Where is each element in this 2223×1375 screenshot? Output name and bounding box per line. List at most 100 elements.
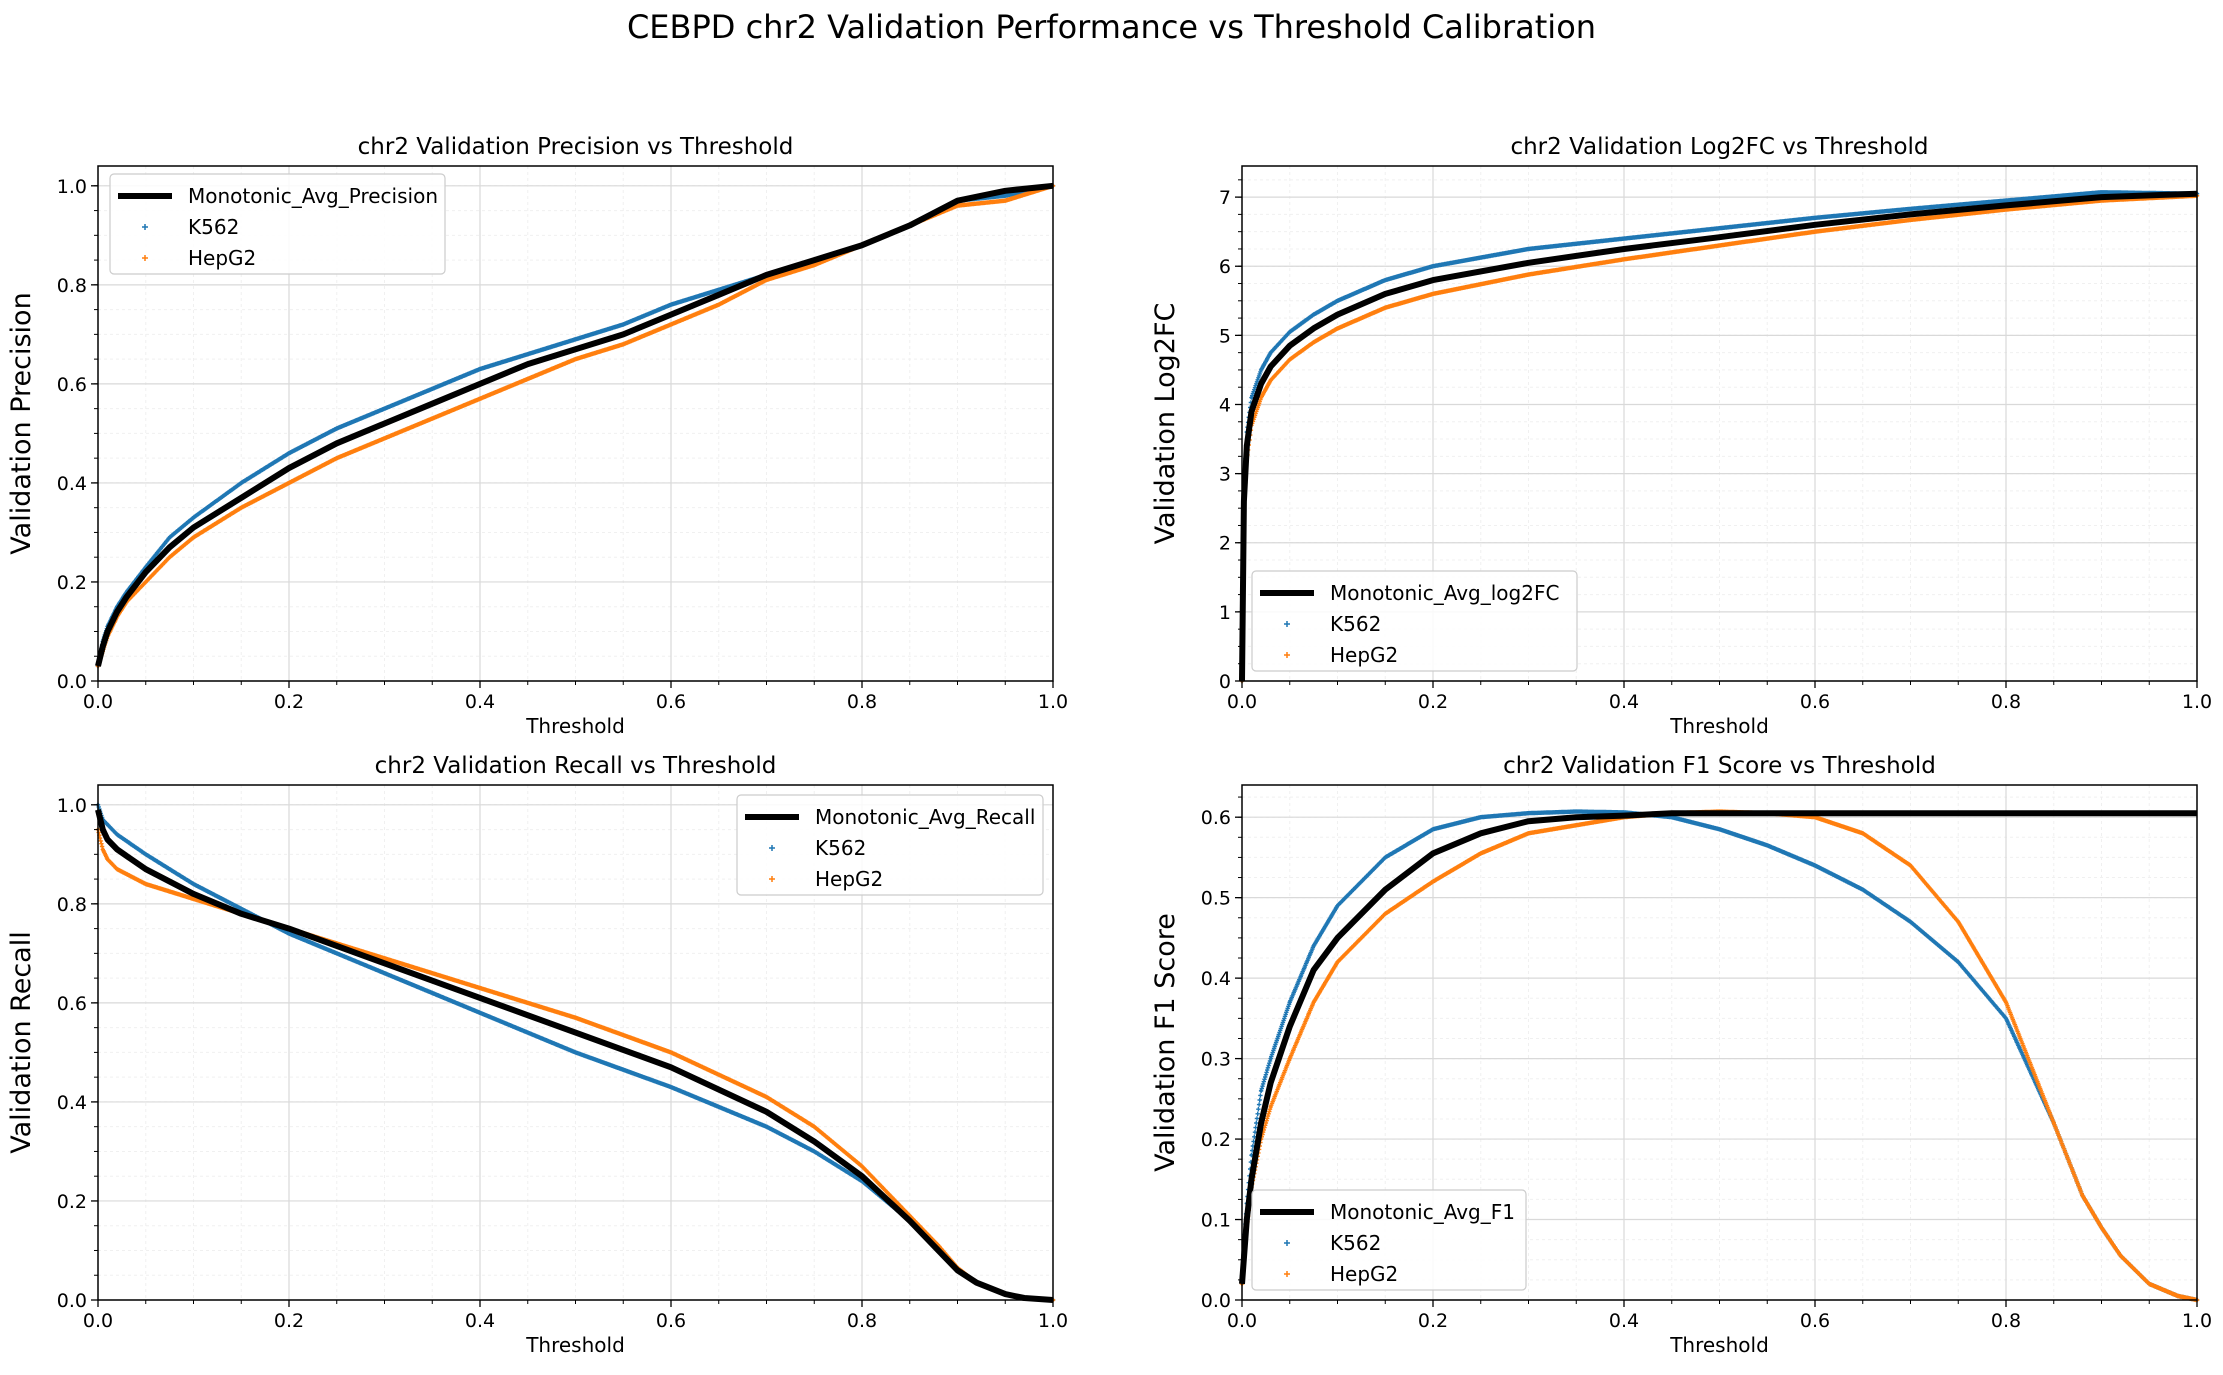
x-tick-label: 0.4 — [465, 691, 495, 713]
data-point — [812, 263, 816, 267]
x-tick-label: 0.6 — [1800, 691, 1830, 713]
y-axis-label: Validation Log2FC — [1150, 303, 1181, 545]
data-point — [191, 882, 196, 886]
data-point — [430, 416, 434, 421]
data-point — [1288, 1000, 1292, 1004]
y-tick-label: 0.6 — [57, 374, 87, 396]
data-point — [764, 1095, 769, 1099]
data-point — [1312, 944, 1316, 948]
legend-swatch-marker — [769, 845, 775, 851]
legend-swatch-marker — [142, 255, 148, 261]
data-point — [239, 506, 243, 510]
legend-box — [1251, 570, 1578, 672]
legend-label: HepG2 — [1330, 643, 1398, 667]
data-point — [1259, 395, 1263, 400]
chart-title: chr2 Validation Precision vs Threshold — [358, 134, 794, 160]
data-point — [191, 535, 196, 539]
x-tick-label: 0.0 — [1227, 691, 1257, 713]
legend-swatch-marker — [1284, 652, 1290, 658]
data-point — [287, 481, 291, 485]
data-point — [1312, 1000, 1316, 1004]
legend-label: K562 — [1330, 612, 1381, 636]
x-tick-label: 0.4 — [465, 1310, 495, 1332]
x-tick-label: 0.0 — [83, 1310, 113, 1332]
y-tick-label: 0.4 — [1201, 968, 1231, 990]
y-tick-label: 0.2 — [57, 572, 87, 594]
data-point — [812, 1125, 816, 1129]
data-point — [717, 303, 721, 307]
y-tick-label: 0.0 — [57, 1290, 87, 1312]
data-point — [669, 1050, 673, 1055]
y-tick-label: 1 — [1219, 602, 1231, 624]
data-point — [1717, 226, 1722, 230]
y-tick-label: 4 — [1219, 394, 1231, 416]
data-point — [2176, 1294, 2180, 1298]
y-axis-label: Validation Precision — [6, 292, 37, 554]
data-point — [1908, 920, 1913, 924]
x-tick-label: 1.0 — [1038, 691, 1068, 713]
figure-title: CEBPD chr2 Validation Performance vs Thr… — [626, 8, 1597, 46]
data-point — [2004, 1016, 2008, 1020]
data-point — [1383, 855, 1387, 860]
data-point — [1717, 827, 1722, 831]
series-line-monotonic_avg_recall — [95, 809, 1054, 1303]
data-point — [101, 847, 105, 851]
x-axis-label: Threshold — [1669, 714, 1769, 738]
legend: Monotonic_Avg_log2FC K562 HepG2 — [1251, 570, 1578, 672]
series-hepg2 — [1239, 193, 2200, 684]
y-tick-label: 0.6 — [57, 993, 87, 1015]
data-point — [382, 971, 387, 975]
data-point — [1431, 292, 1435, 296]
y-tick-label: 6 — [1219, 256, 1231, 278]
x-tick-label: 1.0 — [1038, 1310, 1068, 1332]
data-point — [1431, 264, 1435, 268]
y-tick-label: 5 — [1219, 325, 1231, 347]
f1-chart: 0.0 0.2 0.4 0.6 0.8 1.0 0.0 0.1 0.2 0.3 0.4 0.5 0.6 c… — [1150, 753, 2212, 1357]
data-point — [1335, 904, 1340, 908]
y-tick-label: 0.1 — [1201, 1210, 1231, 1232]
data-point — [1956, 960, 1960, 964]
x-axis-label: Threshold — [1669, 1333, 1769, 1357]
data-point — [382, 407, 387, 411]
data-point — [2119, 1254, 2123, 1258]
data-point — [1622, 236, 1626, 241]
data-point — [430, 387, 434, 391]
x-tick-label: 0.6 — [656, 1310, 686, 1332]
data-point — [1526, 831, 1531, 835]
x-tick-label: 0.6 — [1800, 1310, 1830, 1332]
x-tick-label: 0.8 — [1991, 1310, 2021, 1332]
data-point — [2004, 198, 2008, 203]
log2fc-chart: 0.0 0.2 0.4 0.6 0.8 1.0 0 1 2 3 4 5 6 7 chr2 Validatio… — [1150, 134, 2212, 738]
y-tick-label: 0.8 — [57, 275, 87, 297]
x-axis-label: Threshold — [525, 714, 625, 738]
data-point — [1765, 843, 1769, 847]
data-point — [1312, 340, 1316, 344]
y-tick-label: 0.4 — [57, 473, 87, 495]
data-point — [1269, 378, 1273, 382]
data-point — [1269, 1105, 1273, 1109]
data-point — [382, 956, 387, 960]
data-point — [115, 867, 119, 871]
x-axis-label: Threshold — [525, 1333, 625, 1357]
data-point — [2147, 1282, 2151, 1286]
data-point — [478, 397, 482, 401]
data-point — [1526, 272, 1531, 277]
x-tick-label: 0.2 — [274, 691, 304, 713]
y-tick-label: 0.0 — [1201, 1290, 1231, 1312]
data-point — [717, 288, 721, 292]
legend-label: Monotonic_Avg_F1 — [1330, 1200, 1515, 1224]
data-point — [478, 367, 482, 371]
precision-chart: 0.0 0.2 0.4 0.6 0.8 1.0 0.0 0.2 0.4 0.6 0.8 1.0 chr2… — [6, 134, 1068, 738]
data-point — [1813, 863, 1817, 868]
x-tick-label: 0.8 — [847, 691, 877, 713]
data-point — [1813, 815, 1817, 819]
data-point — [526, 377, 530, 381]
data-point — [1813, 230, 1817, 234]
data-point — [621, 342, 625, 346]
data-point — [1431, 879, 1435, 884]
data-point — [1312, 313, 1316, 317]
legend: Monotonic_Avg_Precision K562 HepG2 — [109, 173, 446, 275]
data-point — [144, 580, 148, 584]
data-point — [1431, 827, 1435, 831]
